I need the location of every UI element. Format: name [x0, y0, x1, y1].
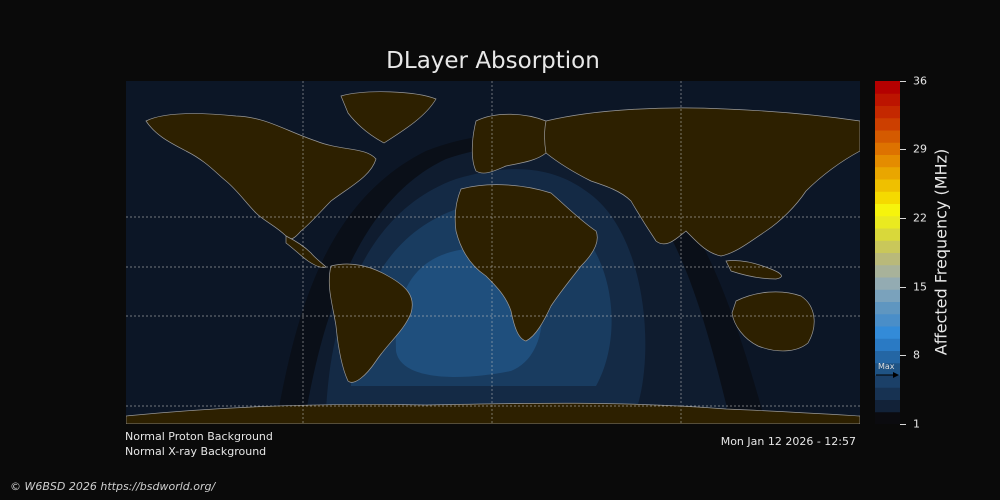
colorbar-segment: [875, 240, 900, 253]
colorbar-segment: [875, 399, 900, 413]
max-arrow-icon: [876, 372, 899, 378]
xray-status: Normal X-ray Background: [125, 445, 267, 458]
land-asia: [544, 107, 860, 257]
colorbar-segment: [875, 179, 900, 192]
colorbar-segment: [875, 117, 900, 131]
colorbar-segment: [875, 142, 900, 155]
colorbar-tick-label: 36: [913, 74, 927, 88]
colorbar-segment: [875, 301, 900, 315]
colorbar-segment: [875, 191, 900, 204]
colorbar-segment: [875, 215, 900, 229]
colorbar-tick-label: 1: [913, 417, 920, 431]
colorbar-tick-label: 22: [913, 211, 927, 225]
land-central-america: [285, 235, 327, 268]
colorbar-segment: [875, 289, 900, 302]
colorbar-tick-label: 29: [913, 142, 927, 156]
map-title: DLayer Absorption: [386, 48, 600, 74]
colorbar-svg: [875, 81, 900, 424]
colorbar-segment: [875, 93, 900, 106]
colorbar-tick-mark: [900, 218, 906, 219]
colorbar-segment: [875, 228, 900, 241]
land-africa: [454, 184, 598, 342]
proton-status: Normal Proton Background: [125, 430, 273, 443]
colorbar-segment: [875, 362, 900, 376]
colorbar-segment: [875, 411, 900, 424]
colorbar-segment: [875, 350, 900, 364]
land-north-america: [145, 113, 377, 240]
colorbar-segment: [875, 154, 900, 168]
colorbar-tick-mark: [900, 81, 906, 82]
colorbar-tick-label: 8: [913, 348, 920, 362]
colorbar-segment: [875, 166, 900, 180]
colorbar-segment: [875, 387, 900, 400]
colorbar-segment: [875, 264, 900, 278]
colorbar-segment: [875, 252, 900, 266]
colorbar-segment: [875, 326, 900, 339]
colorbar-tick-mark: [900, 355, 906, 356]
colorbar-axis-label: Affected Frequency (MHz): [931, 148, 951, 356]
colorbar-segment: [875, 277, 900, 290]
timestamp: Mon Jan 12 2026 - 12:57: [720, 435, 856, 448]
colorbar-segment: [875, 81, 900, 94]
colorbar-tick-mark: [900, 424, 906, 425]
colorbar-tick-label: 15: [913, 280, 927, 294]
colorbar-tick-mark: [900, 149, 906, 150]
land-greenland: [340, 91, 437, 144]
colorbar-tick-mark: [900, 287, 906, 288]
colorbar-segment: [875, 338, 900, 351]
colorbar: [875, 81, 900, 424]
credit-footer: © W6BSD 2026 https://bsdworld.org/: [10, 480, 216, 493]
land-south-america: [328, 263, 413, 383]
map-gridlines: [126, 81, 860, 424]
land-australia: [731, 291, 815, 352]
colorbar-segment: [875, 313, 900, 327]
colorbar-segment: [875, 130, 900, 143]
colorbar-segment: [875, 375, 900, 388]
world-map-svg: [126, 81, 860, 424]
max-marker-label: Max: [878, 362, 895, 371]
land-indonesia: [725, 260, 782, 280]
absorption-map: [126, 81, 860, 424]
colorbar-segment: [875, 203, 900, 217]
colorbar-segment: [875, 105, 900, 119]
